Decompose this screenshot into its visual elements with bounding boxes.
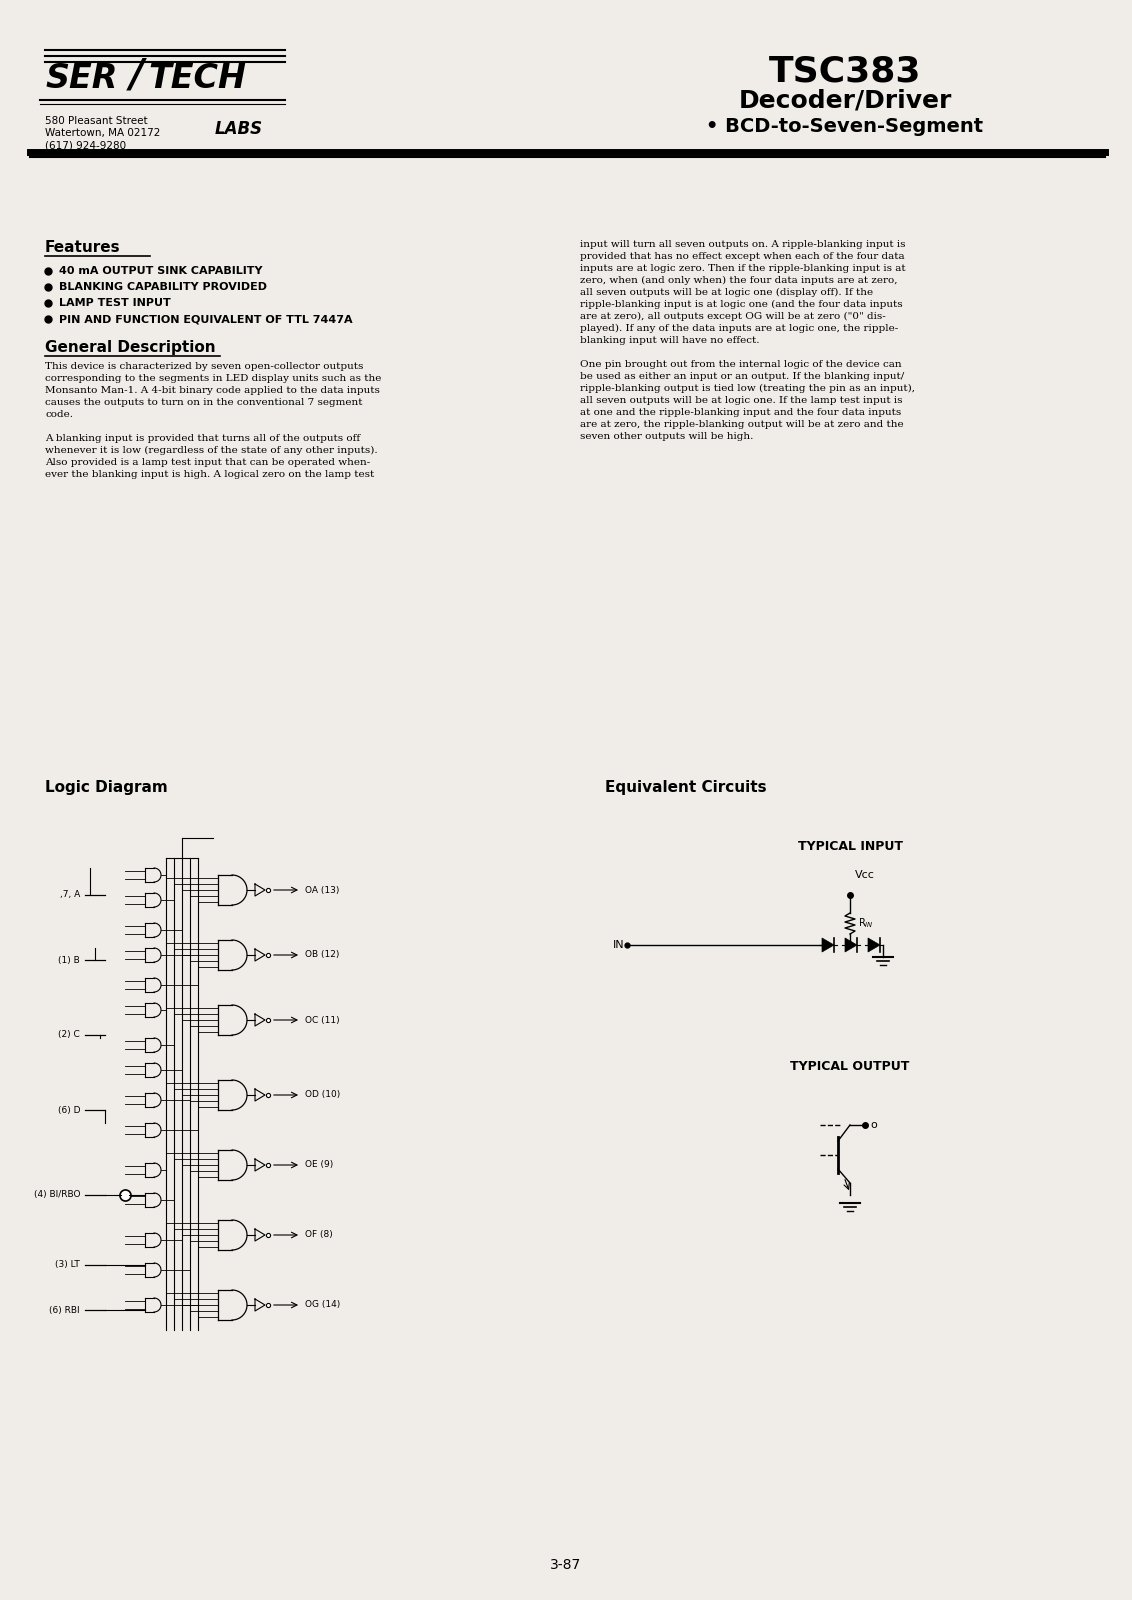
Text: ripple-blanking output is tied low (treating the pin as an input),: ripple-blanking output is tied low (trea… bbox=[580, 384, 915, 394]
Text: TECH: TECH bbox=[148, 62, 246, 94]
Text: TSC383: TSC383 bbox=[769, 54, 921, 90]
Text: causes the outputs to turn on in the conventional 7 segment: causes the outputs to turn on in the con… bbox=[45, 398, 362, 406]
Polygon shape bbox=[868, 938, 880, 952]
Text: 40 mA OUTPUT SINK CAPABILITY: 40 mA OUTPUT SINK CAPABILITY bbox=[59, 266, 263, 275]
Text: OD (10): OD (10) bbox=[305, 1091, 341, 1099]
Text: Also provided is a lamp test input that can be operated when-: Also provided is a lamp test input that … bbox=[45, 458, 370, 467]
Text: all seven outputs will be at logic one. If the lamp test input is: all seven outputs will be at logic one. … bbox=[580, 395, 902, 405]
Text: at one and the ripple-blanking input and the four data inputs: at one and the ripple-blanking input and… bbox=[580, 408, 901, 418]
Text: OE (9): OE (9) bbox=[305, 1160, 333, 1170]
Text: General Description: General Description bbox=[45, 341, 215, 355]
Text: LABS: LABS bbox=[215, 120, 263, 138]
Text: (617) 924-9280: (617) 924-9280 bbox=[45, 141, 126, 150]
Text: (6) D: (6) D bbox=[58, 1106, 80, 1115]
Text: Logic Diagram: Logic Diagram bbox=[45, 781, 168, 795]
Text: OC (11): OC (11) bbox=[305, 1016, 340, 1024]
Text: are at zero), all outputs except OG will be at zero ("0" dis-: are at zero), all outputs except OG will… bbox=[580, 312, 885, 322]
Text: ever the blanking input is high. A logical zero on the lamp test: ever the blanking input is high. A logic… bbox=[45, 470, 375, 478]
Text: 3-87: 3-87 bbox=[550, 1558, 582, 1571]
Text: provided that has no effect except when each of the four data: provided that has no effect except when … bbox=[580, 251, 904, 261]
Text: Equivalent Circuits: Equivalent Circuits bbox=[604, 781, 766, 795]
Text: code.: code. bbox=[45, 410, 72, 419]
Text: TYPICAL INPUT: TYPICAL INPUT bbox=[798, 840, 902, 853]
Text: played). If any of the data inputs are at logic one, the ripple-: played). If any of the data inputs are a… bbox=[580, 323, 899, 333]
Text: all seven outputs will be at logic one (display off). If the: all seven outputs will be at logic one (… bbox=[580, 288, 873, 298]
Text: IN: IN bbox=[614, 939, 625, 950]
Text: R$_{IN}$: R$_{IN}$ bbox=[858, 917, 874, 930]
Text: be used as either an input or an output. If the blanking input/: be used as either an input or an output.… bbox=[580, 371, 904, 381]
Text: blanking input will have no effect.: blanking input will have no effect. bbox=[580, 336, 760, 346]
Text: SER: SER bbox=[45, 62, 118, 94]
Text: (1) B: (1) B bbox=[58, 955, 80, 965]
Text: Vcc: Vcc bbox=[855, 870, 875, 880]
Text: input will turn all seven outputs on. A ripple-blanking input is: input will turn all seven outputs on. A … bbox=[580, 240, 906, 250]
Text: This device is characterized by seven open-collector outputs: This device is characterized by seven op… bbox=[45, 362, 363, 371]
Text: ,7, A: ,7, A bbox=[60, 891, 80, 899]
Text: A blanking input is provided that turns all of the outputs off: A blanking input is provided that turns … bbox=[45, 434, 360, 443]
Text: Decoder/Driver: Decoder/Driver bbox=[738, 88, 952, 112]
Text: LAMP TEST INPUT: LAMP TEST INPUT bbox=[59, 298, 171, 307]
Text: OA (13): OA (13) bbox=[305, 885, 340, 894]
Text: • BCD-to-Seven-Segment: • BCD-to-Seven-Segment bbox=[706, 117, 984, 136]
Text: 580 Pleasant Street: 580 Pleasant Street bbox=[45, 117, 147, 126]
Text: One pin brought out from the internal logic of the device can: One pin brought out from the internal lo… bbox=[580, 360, 901, 370]
Text: zero, when (and only when) the four data inputs are at zero,: zero, when (and only when) the four data… bbox=[580, 275, 898, 285]
Text: Watertown, MA 02172: Watertown, MA 02172 bbox=[45, 128, 161, 138]
Text: (2) C: (2) C bbox=[58, 1030, 80, 1040]
Text: corresponding to the segments in LED display units such as the: corresponding to the segments in LED dis… bbox=[45, 374, 381, 382]
Text: are at zero, the ripple-blanking output will be at zero and the: are at zero, the ripple-blanking output … bbox=[580, 419, 903, 429]
Text: Features: Features bbox=[45, 240, 121, 254]
Text: PIN AND FUNCTION EQUIVALENT OF TTL 7447A: PIN AND FUNCTION EQUIVALENT OF TTL 7447A bbox=[59, 314, 353, 323]
Text: BLANKING CAPABILITY PROVIDED: BLANKING CAPABILITY PROVIDED bbox=[59, 282, 267, 291]
Polygon shape bbox=[844, 938, 857, 952]
Text: (4) BI/RBO: (4) BI/RBO bbox=[34, 1190, 80, 1200]
Text: OG (14): OG (14) bbox=[305, 1301, 341, 1309]
Text: ripple-blanking input is at logic one (and the four data inputs: ripple-blanking input is at logic one (a… bbox=[580, 301, 902, 309]
Text: seven other outputs will be high.: seven other outputs will be high. bbox=[580, 432, 754, 442]
Text: OB (12): OB (12) bbox=[305, 950, 340, 960]
Text: TYPICAL OUTPUT: TYPICAL OUTPUT bbox=[790, 1059, 910, 1074]
Polygon shape bbox=[822, 938, 834, 952]
Text: o: o bbox=[871, 1120, 877, 1130]
Text: /: / bbox=[130, 58, 144, 94]
Text: (6) RBI: (6) RBI bbox=[50, 1306, 80, 1315]
Text: whenever it is low (regardless of the state of any other inputs).: whenever it is low (regardless of the st… bbox=[45, 446, 378, 454]
Text: OF (8): OF (8) bbox=[305, 1230, 333, 1240]
Text: Monsanto Man-1. A 4-bit binary code applied to the data inputs: Monsanto Man-1. A 4-bit binary code appl… bbox=[45, 386, 380, 395]
Text: (3) LT: (3) LT bbox=[55, 1261, 80, 1269]
Text: inputs are at logic zero. Then if the ripple-blanking input is at: inputs are at logic zero. Then if the ri… bbox=[580, 264, 906, 274]
